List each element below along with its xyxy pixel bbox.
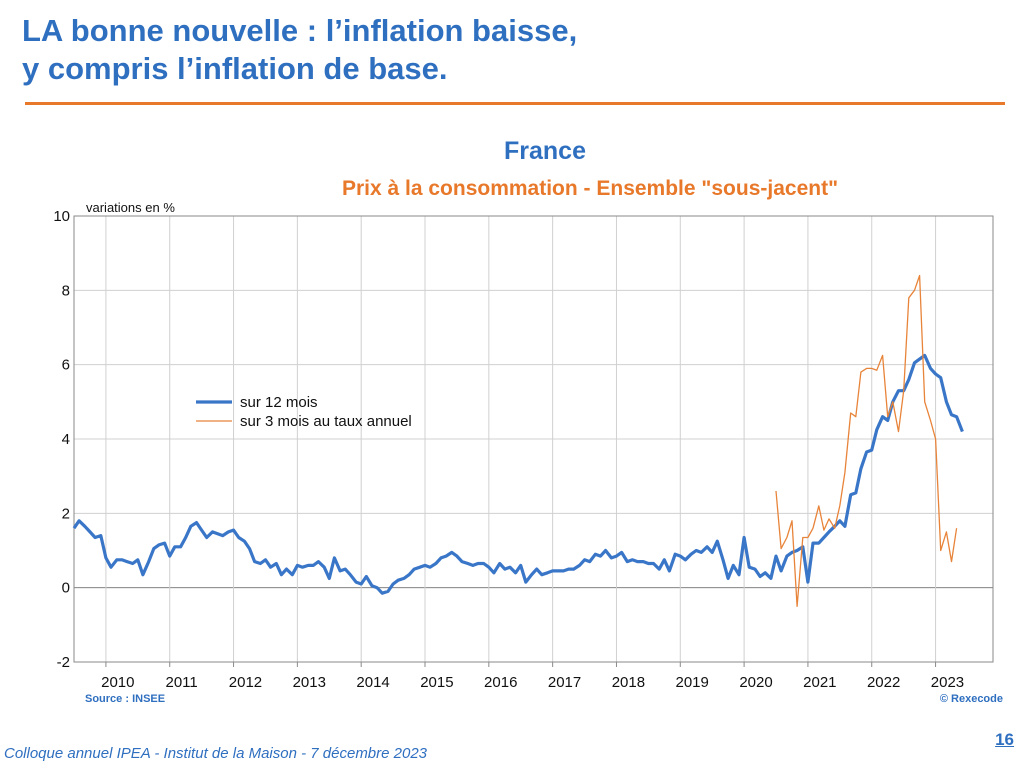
legend: sur 12 mois sur 3 mois au taux annuel bbox=[196, 394, 412, 430]
plot-area-frame bbox=[73, 215, 994, 663]
legend-label: sur 12 mois bbox=[240, 394, 318, 411]
x-tick-label: 2020 bbox=[739, 674, 772, 691]
legend-label: sur 3 mois au taux annuel bbox=[240, 413, 412, 430]
x-tick-label: 2015 bbox=[420, 674, 453, 691]
chart-subtitle: Prix à la consommation - Ensemble "sous-… bbox=[341, 177, 839, 200]
grid-lines bbox=[74, 215, 993, 663]
x-tick-label: 2011 bbox=[166, 674, 198, 691]
x-axis-ticks: 2010 2011 2012 2013 2014 2015 2016 2017 2018 2019… bbox=[101, 662, 964, 691]
slide-footer: Colloque annuel IPEA - Institut de la Ma… bbox=[4, 745, 428, 762]
x-tick-label: 2022 bbox=[867, 674, 900, 691]
y-tick-label: 4 bbox=[62, 431, 70, 448]
x-tick-label: 2012 bbox=[229, 674, 262, 691]
y-tick-label: 2 bbox=[62, 505, 70, 522]
slide-title-line-1: LA bonne nouvelle : l’inflation baisse, bbox=[22, 13, 578, 48]
y-tick-label: -2 bbox=[57, 654, 70, 671]
x-tick-label: 2019 bbox=[676, 674, 709, 691]
x-tick-label: 2018 bbox=[612, 674, 645, 691]
series-lines bbox=[72, 274, 964, 607]
y-tick-label: 10 bbox=[53, 208, 70, 225]
x-tick-label: 2010 bbox=[101, 674, 134, 691]
title-divider bbox=[25, 102, 1005, 105]
y-tick-label: 0 bbox=[62, 580, 70, 597]
source-note: Source : INSEE bbox=[85, 693, 166, 705]
copyright-note: © Rexecode bbox=[939, 693, 1003, 705]
y-axis-label: variations en % bbox=[86, 200, 175, 215]
y-tick-label: 8 bbox=[62, 282, 70, 299]
x-tick-label: 2013 bbox=[293, 674, 326, 691]
series-line-12-mois bbox=[72, 353, 964, 595]
chart-title: France bbox=[504, 137, 586, 165]
series-line-3-mois bbox=[775, 274, 958, 607]
x-tick-label: 2016 bbox=[484, 674, 517, 691]
slide-title-line-2: y compris l’inflation de base. bbox=[22, 51, 448, 86]
x-tick-label: 2017 bbox=[548, 674, 581, 691]
page-number[interactable]: 16 bbox=[995, 730, 1014, 749]
x-tick-label: 2023 bbox=[931, 674, 964, 691]
x-tick-label: 2014 bbox=[356, 674, 389, 691]
x-tick-label: 2021 bbox=[803, 674, 836, 691]
y-axis-ticks: -2 0 2 4 6 8 10 bbox=[53, 208, 70, 671]
y-tick-label: 6 bbox=[62, 357, 70, 374]
slide-title: LA bonne nouvelle : l’inflation baisse, … bbox=[22, 12, 577, 88]
